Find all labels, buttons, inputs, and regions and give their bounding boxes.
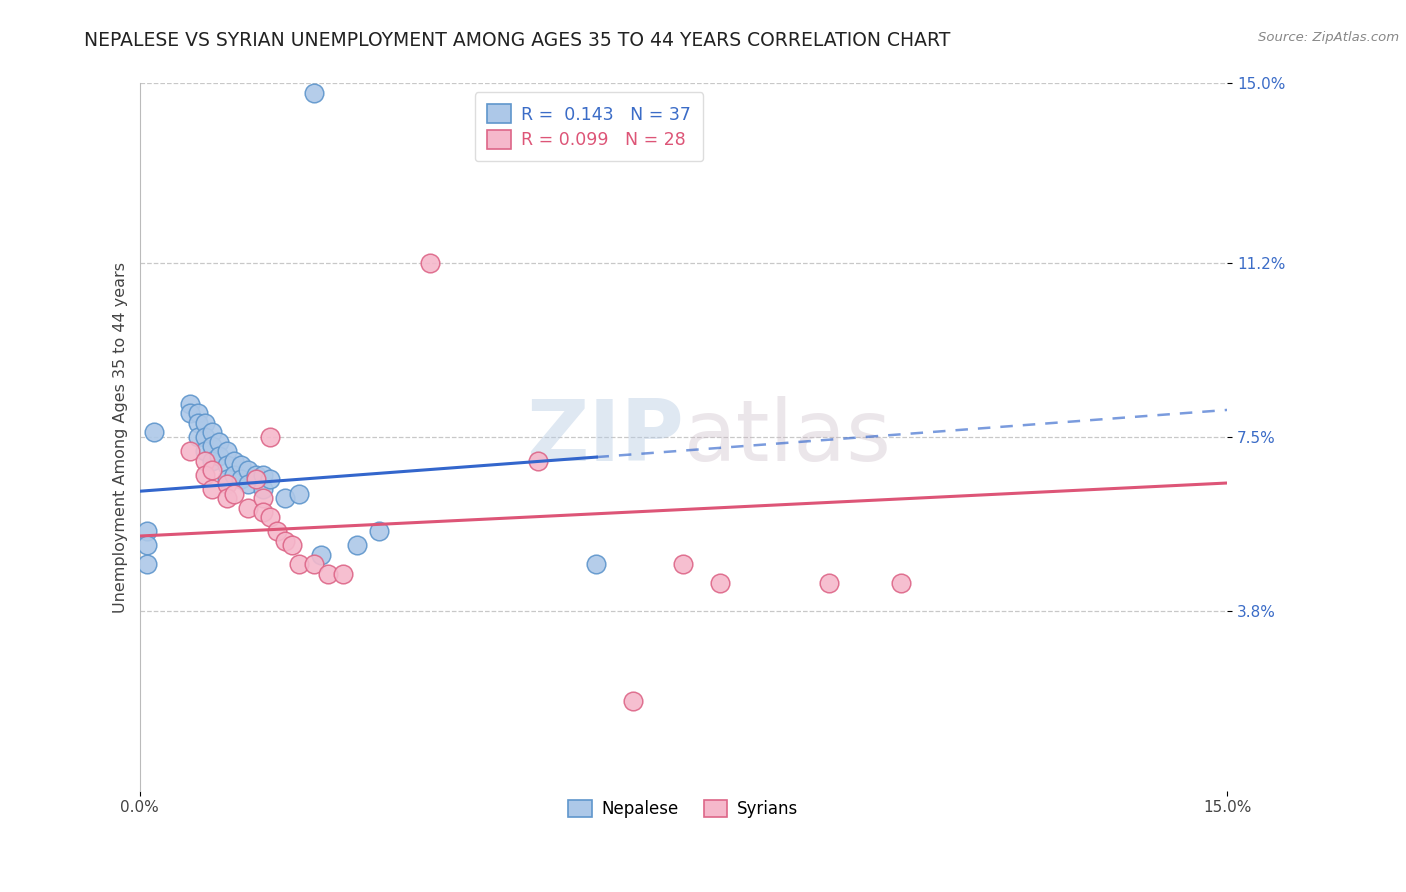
Point <box>229 458 252 473</box>
Point <box>208 449 231 463</box>
Point <box>817 576 839 591</box>
Point <box>201 482 224 496</box>
Point <box>621 694 644 708</box>
Point <box>229 473 252 487</box>
Point <box>302 86 325 100</box>
Point <box>419 255 441 269</box>
Point <box>259 473 281 487</box>
Point <box>273 533 295 548</box>
Point <box>288 486 311 500</box>
Point <box>252 505 274 519</box>
Point <box>201 425 224 440</box>
Point <box>259 430 281 444</box>
Point <box>222 486 245 500</box>
Point <box>179 397 201 411</box>
Point <box>194 467 217 482</box>
Point <box>527 453 550 467</box>
Point <box>187 430 209 444</box>
Point <box>201 463 224 477</box>
Point <box>179 444 201 458</box>
Point <box>135 524 157 539</box>
Point <box>222 467 245 482</box>
Point <box>302 558 325 572</box>
Point <box>245 467 267 482</box>
Point <box>215 444 238 458</box>
Point <box>672 558 695 572</box>
Point <box>135 558 157 572</box>
Point <box>316 566 339 581</box>
Point <box>252 491 274 506</box>
Point <box>201 453 224 467</box>
Text: ZIP: ZIP <box>526 395 683 478</box>
Text: NEPALESE VS SYRIAN UNEMPLOYMENT AMONG AGES 35 TO 44 YEARS CORRELATION CHART: NEPALESE VS SYRIAN UNEMPLOYMENT AMONG AG… <box>84 31 950 50</box>
Point <box>143 425 166 440</box>
Point <box>135 538 157 552</box>
Point <box>266 524 288 539</box>
Point <box>215 477 238 491</box>
Point <box>194 416 217 430</box>
Point <box>194 430 217 444</box>
Point <box>187 407 209 421</box>
Point <box>238 477 260 491</box>
Point <box>215 491 238 506</box>
Point <box>201 440 224 454</box>
Y-axis label: Unemployment Among Ages 35 to 44 years: Unemployment Among Ages 35 to 44 years <box>114 261 128 613</box>
Point <box>890 576 912 591</box>
Point <box>208 434 231 449</box>
Point <box>252 482 274 496</box>
Point <box>288 558 311 572</box>
Point <box>367 524 389 539</box>
Legend: Nepalese, Syrians: Nepalese, Syrians <box>562 793 806 825</box>
Point <box>179 407 201 421</box>
Point <box>194 444 217 458</box>
Point <box>222 453 245 467</box>
Point <box>281 538 304 552</box>
Point <box>215 458 238 473</box>
Point <box>259 510 281 524</box>
Point <box>245 473 267 487</box>
Text: Source: ZipAtlas.com: Source: ZipAtlas.com <box>1258 31 1399 45</box>
Point <box>309 548 332 562</box>
Point <box>215 473 238 487</box>
Point <box>238 463 260 477</box>
Point <box>346 538 368 552</box>
Point <box>187 416 209 430</box>
Point <box>332 566 354 581</box>
Point <box>709 576 731 591</box>
Point <box>273 491 295 506</box>
Point <box>585 558 607 572</box>
Point <box>238 500 260 515</box>
Text: atlas: atlas <box>683 395 891 478</box>
Point <box>252 467 274 482</box>
Point <box>194 453 217 467</box>
